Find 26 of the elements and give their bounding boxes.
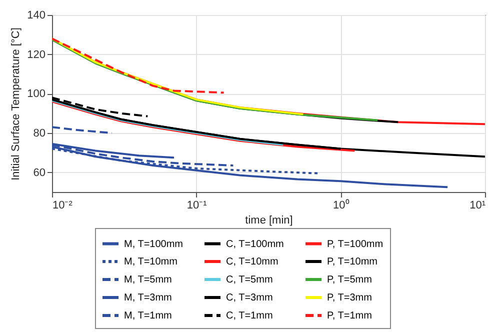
legend-label: C, T=100mm: [226, 238, 284, 250]
y-tick-label: 100: [27, 88, 46, 100]
legend-label: P, T=10mm: [327, 256, 378, 268]
legend-label: M, T=10mm: [124, 256, 178, 268]
legend-label: M, T=3mm: [124, 292, 172, 304]
legend-label: M, T=5mm: [124, 274, 172, 286]
y-axis-title: Initial Surface Temperature [°C]: [10, 28, 22, 180]
legend-label: P, T=3mm: [327, 292, 372, 304]
x-tick-label: 10⁻¹: [186, 200, 208, 212]
legend-label: M, T=1mm: [124, 310, 172, 322]
legend-label: P, T=1mm: [327, 310, 372, 322]
legend-label: P, T=5mm: [327, 274, 372, 286]
x-tick-label: 10¹: [470, 200, 486, 212]
x-tick-label: 10⁻²: [52, 200, 73, 212]
legend-label: M, T=100mm: [124, 238, 183, 250]
legend-label: C, T=1mm: [226, 310, 273, 322]
legend-label: P, T=100mm: [327, 238, 384, 250]
legend-label: C, T=10mm: [226, 256, 278, 268]
y-tick-label: 120: [27, 48, 46, 61]
y-tick-label: 80: [33, 128, 46, 140]
y-tick-label: 60: [33, 166, 46, 179]
legend-label: C, T=5mm: [226, 274, 273, 286]
x-tick-label: 10⁰: [333, 198, 350, 212]
legend-label: C, T=3mm: [226, 292, 273, 304]
x-axis-title: time [min]: [245, 214, 293, 226]
y-tick-label: 140: [27, 10, 46, 22]
